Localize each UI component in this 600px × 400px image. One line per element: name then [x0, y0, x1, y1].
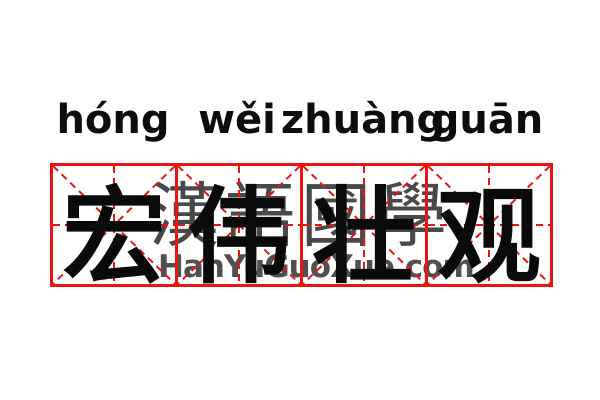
grid-cell-2: 伟: [178, 166, 303, 298]
pinyin-syllable-2: wěi: [198, 97, 276, 143]
pinyin-syllable-4: guān: [430, 97, 544, 143]
grid-cell-4: 观: [428, 166, 550, 298]
watermark-hanzi-3: 國: [301, 175, 371, 257]
character-glyph-2: 伟: [186, 174, 291, 298]
watermark-hanzi-2: 語: [225, 175, 295, 257]
character-glyph-4: 观: [436, 174, 541, 298]
character-glyph-1: 宏: [61, 174, 166, 298]
watermark-hanzi-4: 學: [377, 175, 447, 257]
cell-guides: [178, 166, 300, 284]
practice-grid: 宏 伟 壮: [50, 163, 553, 298]
pinyin-syllable-3: zhuàng: [280, 97, 446, 143]
cell-guides: [428, 166, 550, 284]
watermark-hanzi-1: 漢: [149, 175, 219, 257]
character-glyph-3: 壮: [311, 174, 416, 298]
grid-cell-1: 宏: [53, 166, 178, 298]
cell-guides: [303, 166, 425, 284]
grid-cell-3: 壮: [303, 166, 428, 298]
watermark-url: HanYuGuoXue.com: [158, 249, 475, 285]
pinyin-syllable-1: hóng: [56, 97, 170, 143]
cell-guides: [53, 166, 175, 284]
